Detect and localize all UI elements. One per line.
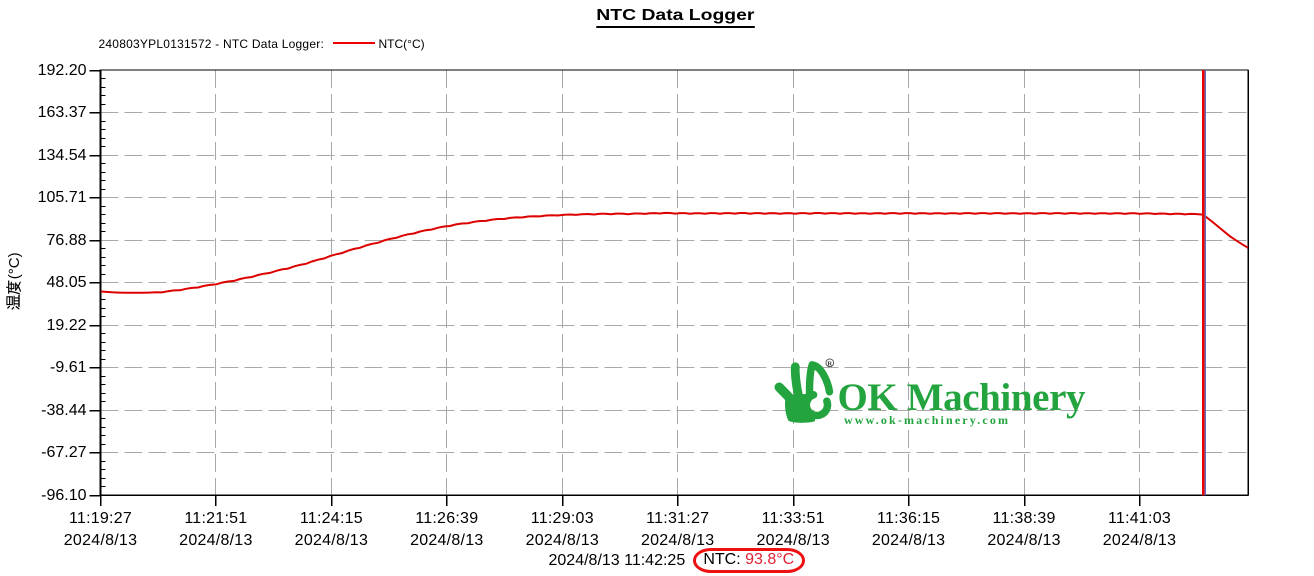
svg-text:R: R <box>827 360 832 367</box>
svg-text:(°C): (°C) <box>6 252 22 279</box>
